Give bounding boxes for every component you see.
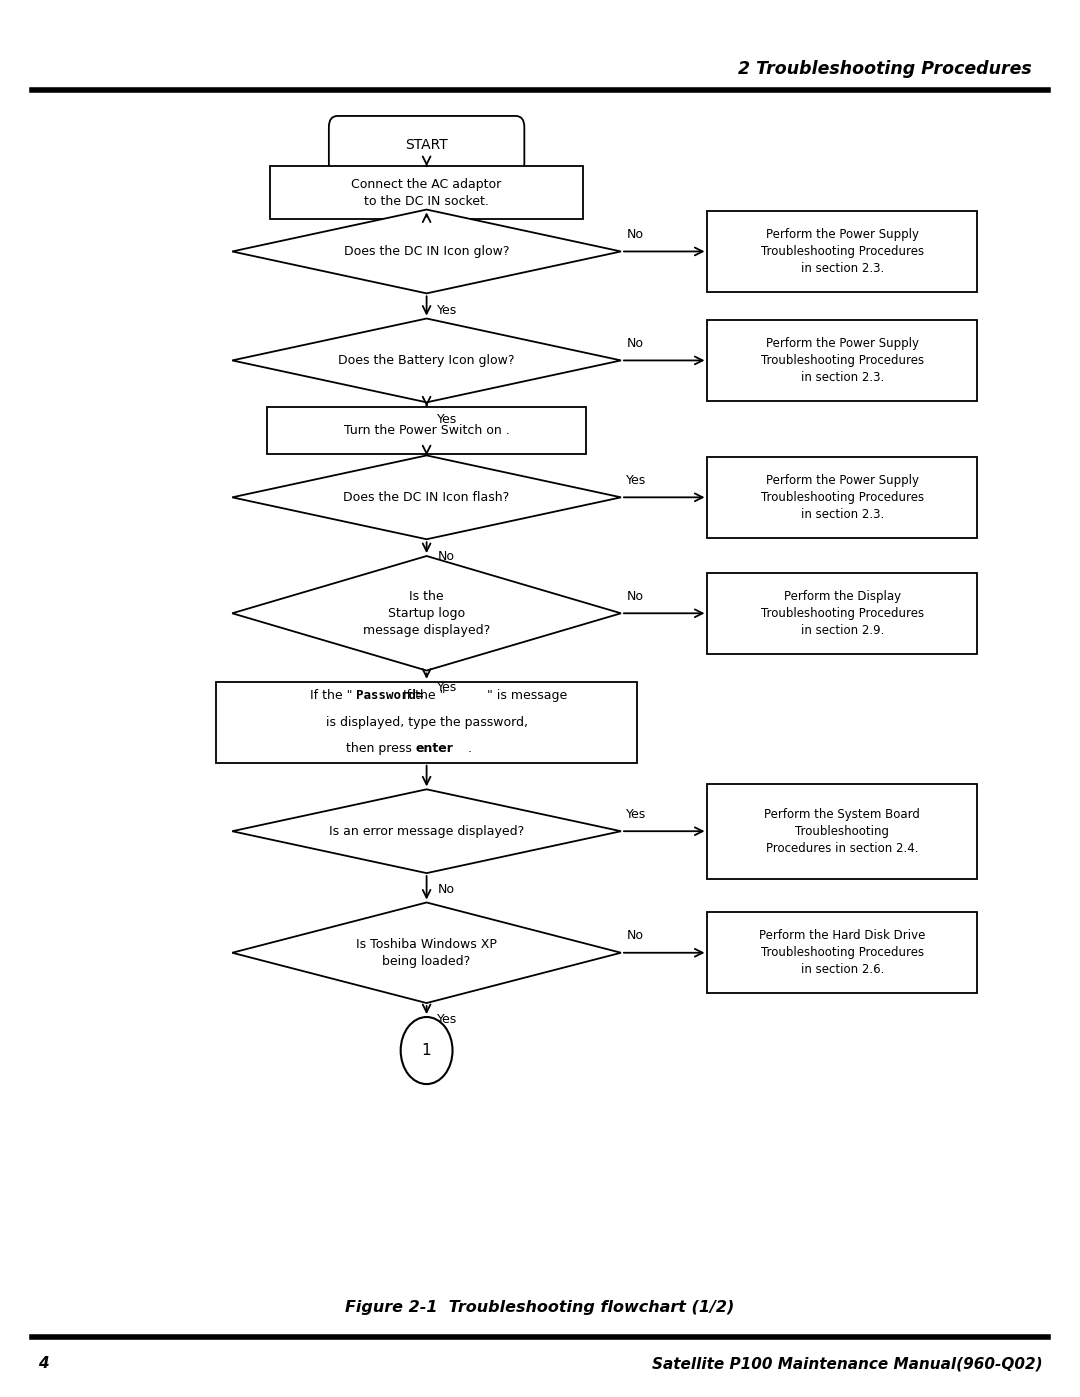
Text: Perform the Power Supply
Troubleshooting Procedures
in section 2.3.: Perform the Power Supply Troubleshooting…	[760, 228, 924, 275]
Bar	[270, 166, 583, 219]
Text: Satellite P100 Maintenance Manual(960-Q02): Satellite P100 Maintenance Manual(960-Q0…	[651, 1356, 1042, 1372]
Text: .: .	[468, 742, 472, 756]
Text: Password=: Password=	[356, 689, 424, 703]
Text: No: No	[626, 228, 644, 242]
Text: 4: 4	[38, 1356, 49, 1372]
Text: No: No	[626, 590, 644, 604]
Text: 1: 1	[422, 1044, 431, 1058]
Text: Yes: Yes	[437, 680, 458, 694]
Circle shape	[401, 1017, 453, 1084]
Polygon shape	[232, 319, 621, 402]
Bar	[268, 407, 585, 454]
Bar	[707, 211, 977, 292]
Polygon shape	[232, 789, 621, 873]
Text: Perform the Hard Disk Drive
Troubleshooting Procedures
in section 2.6.: Perform the Hard Disk Drive Troubleshoot…	[759, 929, 926, 977]
Text: If the ": If the "	[403, 689, 450, 703]
Text: Yes: Yes	[626, 807, 647, 821]
Text: enter: enter	[416, 742, 454, 756]
Text: No: No	[437, 549, 455, 563]
Text: 2 Troubleshooting Procedures: 2 Troubleshooting Procedures	[738, 60, 1031, 78]
Text: Is an error message displayed?: Is an error message displayed?	[329, 824, 524, 838]
Text: Is the
Startup logo
message displayed?: Is the Startup logo message displayed?	[363, 590, 490, 637]
Polygon shape	[232, 556, 621, 671]
Text: Perform the Power Supply
Troubleshooting Procedures
in section 2.3.: Perform the Power Supply Troubleshooting…	[760, 337, 924, 384]
Text: Figure 2-1  Troubleshooting flowchart (1/2): Figure 2-1 Troubleshooting flowchart (1/…	[346, 1301, 734, 1315]
Bar	[707, 320, 977, 401]
Text: Yes: Yes	[437, 1013, 458, 1027]
Text: Yes: Yes	[437, 303, 458, 317]
Bar	[707, 573, 977, 654]
Text: Does the DC IN Icon flash?: Does the DC IN Icon flash?	[343, 490, 510, 504]
Text: Yes: Yes	[626, 474, 647, 488]
Text: If the ": If the "	[310, 689, 356, 703]
Text: Perform the Power Supply
Troubleshooting Procedures
in section 2.3.: Perform the Power Supply Troubleshooting…	[760, 474, 924, 521]
Polygon shape	[232, 210, 621, 293]
Text: then press: then press	[346, 742, 416, 756]
Text: is displayed, type the password,: is displayed, type the password,	[325, 715, 528, 729]
Bar	[216, 682, 637, 763]
Bar	[707, 912, 977, 993]
Text: Does the Battery Icon glow?: Does the Battery Icon glow?	[338, 353, 515, 367]
Text: Turn the Power Switch on .: Turn the Power Switch on .	[343, 423, 510, 437]
Text: Connect the AC adaptor
to the DC IN socket.: Connect the AC adaptor to the DC IN sock…	[351, 177, 502, 208]
Polygon shape	[232, 455, 621, 539]
Text: No: No	[437, 883, 455, 897]
Text: START: START	[405, 138, 448, 152]
Text: Perform the Display
Troubleshooting Procedures
in section 2.9.: Perform the Display Troubleshooting Proc…	[760, 590, 924, 637]
Text: Yes: Yes	[437, 412, 458, 426]
Text: No: No	[626, 929, 644, 943]
Text: Does the DC IN Icon glow?: Does the DC IN Icon glow?	[343, 244, 510, 258]
Text: No: No	[626, 337, 644, 351]
Bar	[707, 457, 977, 538]
FancyBboxPatch shape	[329, 116, 525, 175]
Polygon shape	[232, 902, 621, 1003]
Text: " is message: " is message	[483, 689, 567, 703]
Text: Perform the System Board
Troubleshooting
Procedures in section 2.4.: Perform the System Board Troubleshooting…	[765, 807, 920, 855]
Text: Is Toshiba Windows XP
being loaded?: Is Toshiba Windows XP being loaded?	[356, 937, 497, 968]
Bar	[707, 784, 977, 879]
